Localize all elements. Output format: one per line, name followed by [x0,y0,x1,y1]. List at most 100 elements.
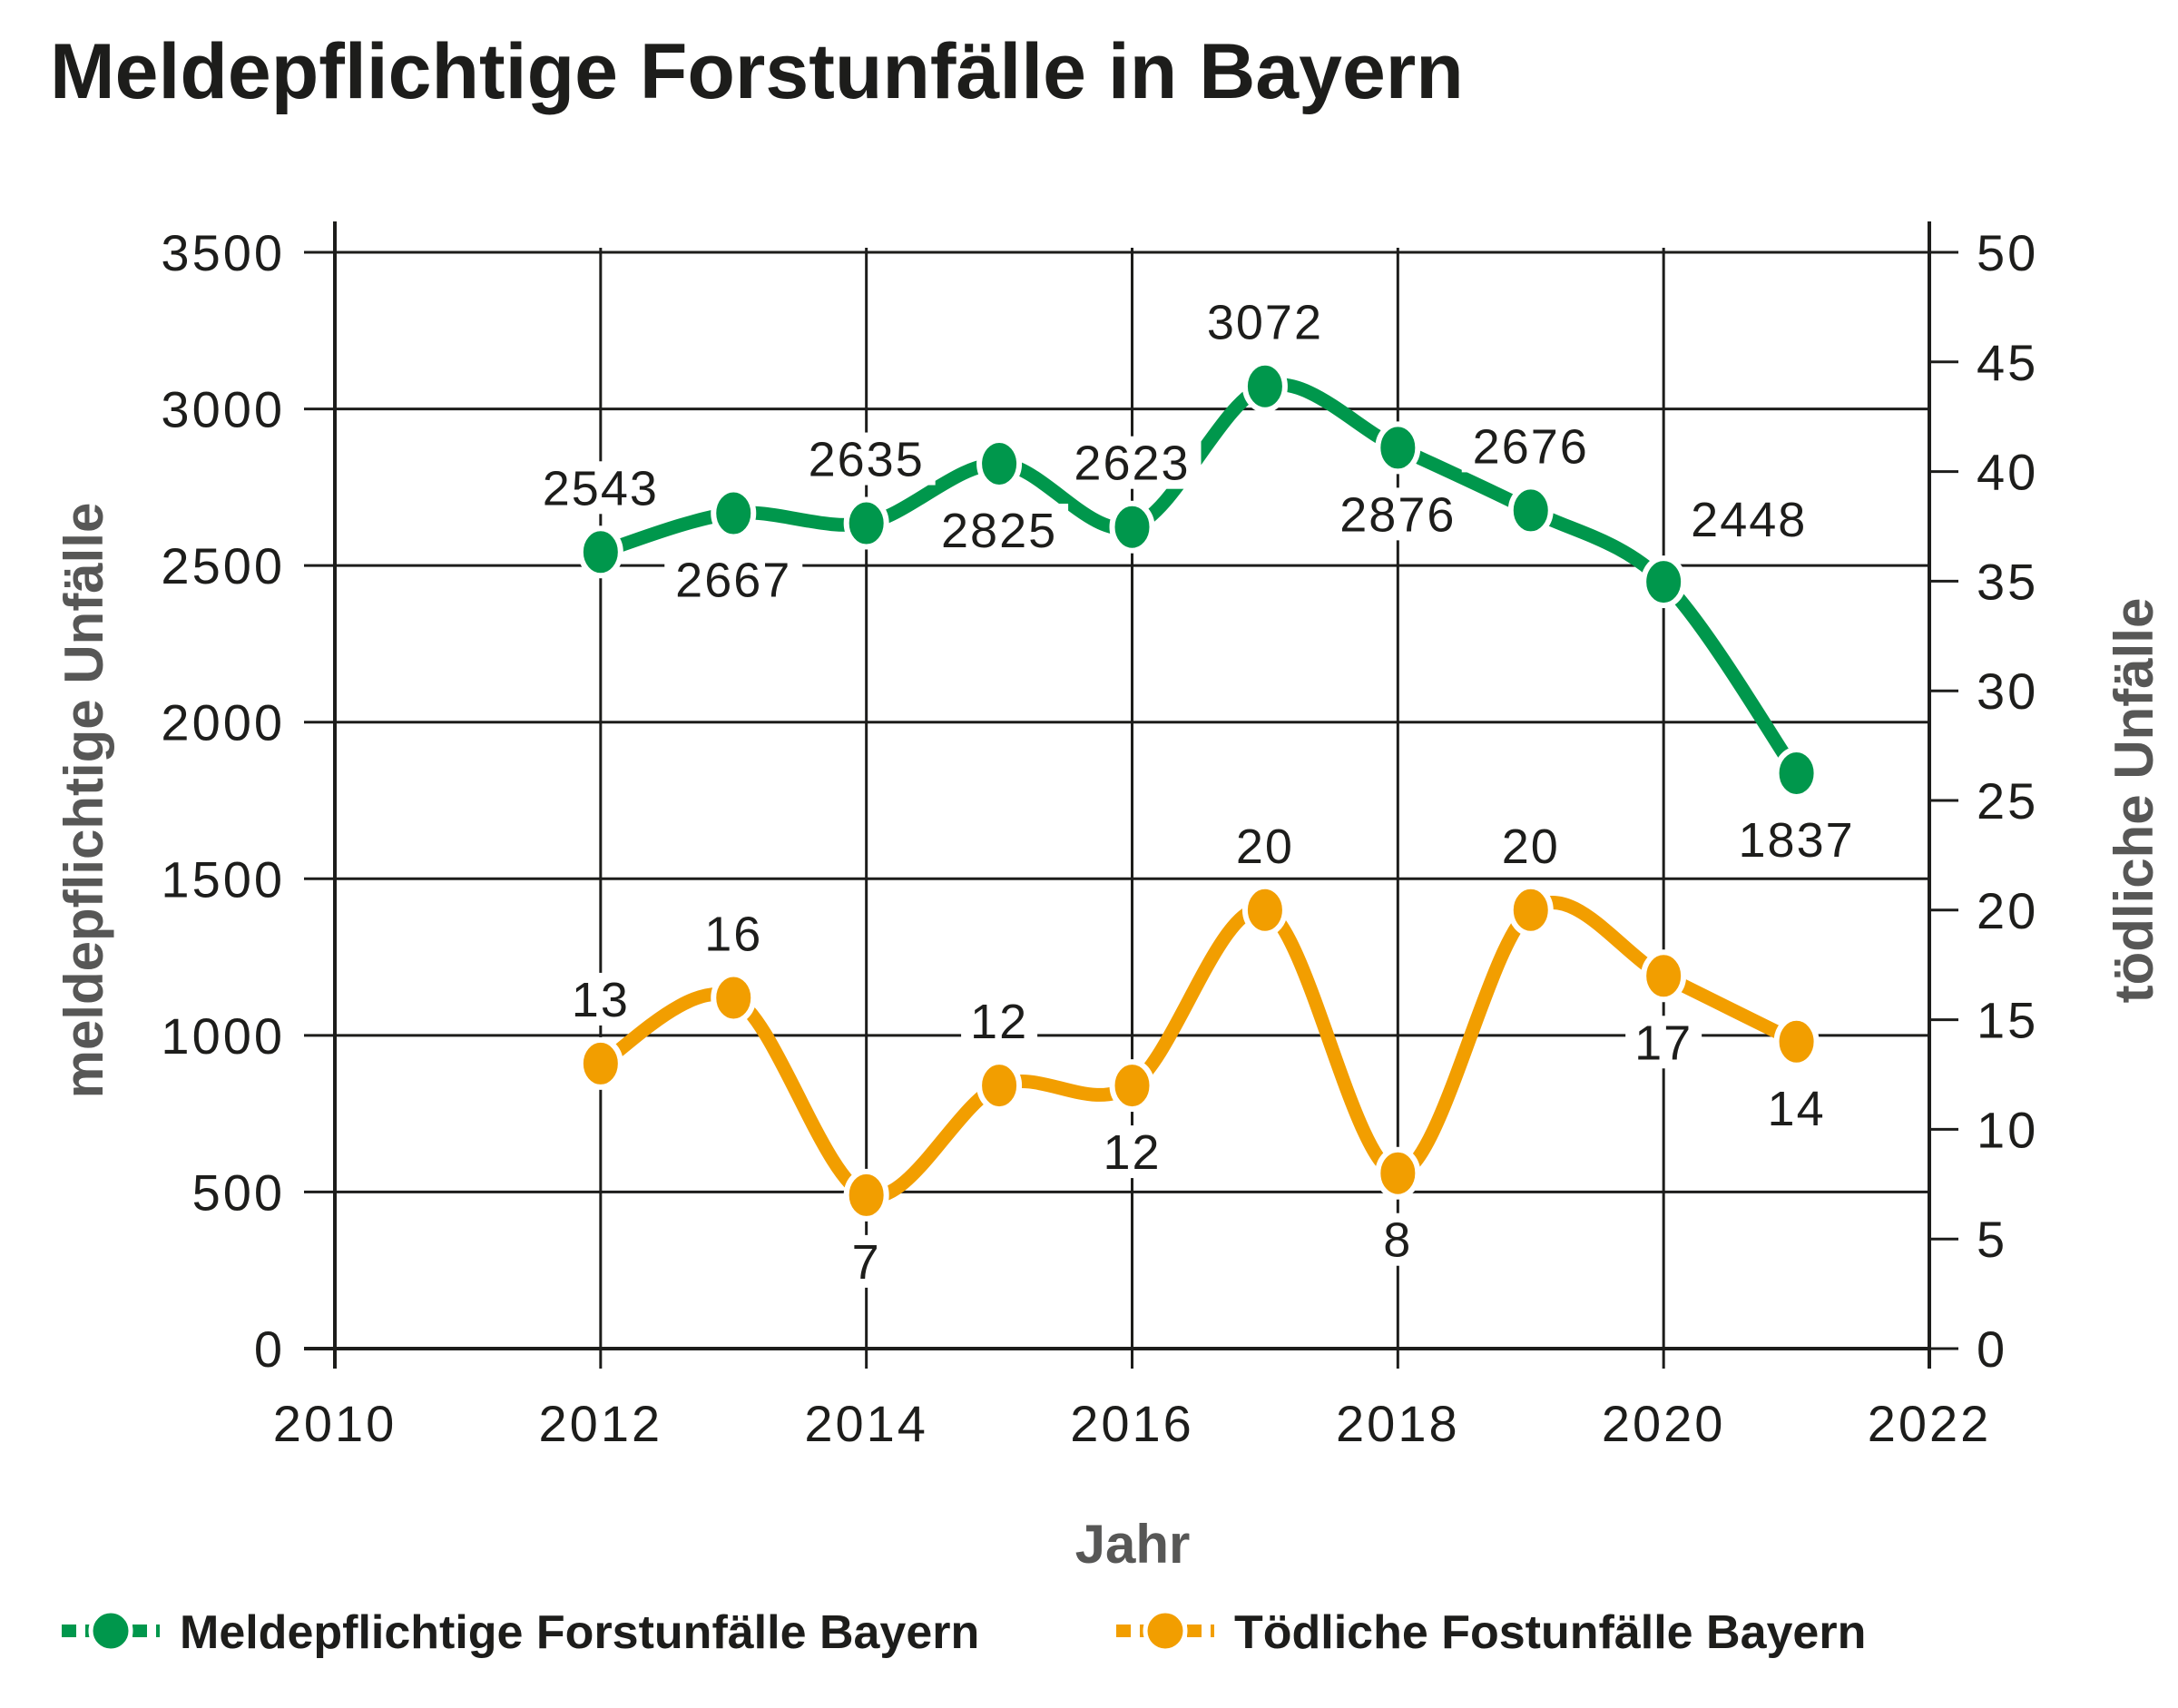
y-axis-title-left: meldepflichtige Unfälle [54,503,114,1099]
data-label: 20 [1236,820,1294,874]
data-label: 2623 [1074,437,1190,491]
legend-item-meldepflichtige[interactable]: Meldepflichtige Forstunfälle Bayern [62,1606,979,1659]
data-label: 2876 [1339,487,1456,542]
data-point-marker [1641,555,1687,609]
y-tick-label-right: 20 [1977,882,2038,939]
x-tick-label: 2014 [804,1395,928,1452]
y-tick-label-left: 3000 [161,381,285,438]
y-tick-label-right: 10 [1977,1101,2038,1158]
data-point-marker [1375,1146,1421,1200]
data-label-background [797,432,936,486]
y-tick-label-right: 30 [1977,663,2038,720]
y-tick-label-left: 1500 [161,850,285,908]
legend-swatch-marker-orange [1143,1608,1188,1654]
data-label-background [1683,493,1822,546]
data-label: 1837 [1739,813,1855,868]
x-tick-label: 2010 [273,1395,397,1452]
data-point-marker [1773,1015,1820,1068]
y-tick-label-left: 1000 [161,1007,285,1065]
data-point-marker [1241,359,1288,413]
y-axis-title-right: tödliche Unfälle [2104,598,2164,1004]
y-tick-label-right: 15 [1977,992,2038,1049]
legend-label-toedliche: Tödliche Fostunfälle Bayern [1234,1606,1866,1659]
series-line-1 [594,896,1804,1203]
data-label-background [664,553,803,606]
data-point-marker [1507,883,1554,937]
data-point-marker [1507,484,1554,537]
data-label-background [1329,487,1467,541]
grid-lines [304,248,1929,1369]
data-label-background [961,995,1038,1048]
legend-swatch-marker-green [88,1608,133,1654]
data-label-background [1226,819,1303,872]
data-label: 13 [572,973,630,1027]
y-tick-label-left: 3500 [161,224,285,281]
data-label: 16 [704,907,762,961]
data-label-background [843,1234,889,1288]
data-label: 20 [1502,820,1560,874]
data-point-marker [843,496,889,550]
x-tick-label: 2016 [1070,1395,1194,1452]
series-line-0 [594,378,1804,780]
data-label-background [1727,812,1866,866]
data-label-background [930,503,1069,556]
legend-label-meldepflichtige: Meldepflichtige Forstunfälle Bayern [180,1606,979,1659]
data-point-marker [1241,883,1288,937]
data-point-marker [1773,746,1820,800]
y-tick-label-left: 2500 [161,537,285,594]
x-tick-label: 2018 [1336,1395,1460,1452]
data-point-marker [1375,421,1421,475]
data-label-background [695,907,772,960]
data-point-marker [711,486,757,540]
data-label-background [1625,1016,1702,1069]
x-tick-label: 2022 [1868,1395,1992,1452]
x-tick-label: 2020 [1602,1395,1726,1452]
legend: Meldepflichtige Forstunfälle Bayern Tödl… [62,1606,1866,1659]
data-labels: 2543 2667 2635 2825 2623 3072 2876 2676 2448 1837… [531,295,1866,1290]
data-point-marker [1109,1059,1155,1113]
y-tick-label-right: 25 [1977,772,2038,829]
y-tick-label-left: 500 [192,1163,285,1221]
data-label-background [531,461,670,515]
data-label: 2635 [809,433,925,487]
data-label: 12 [970,995,1028,1049]
data-label-background [1461,419,1600,473]
data-label-background [562,972,639,1026]
x-tick-label: 2012 [539,1395,663,1452]
y-tick-label-left: 2000 [161,694,285,751]
data-label: 3072 [1207,296,1323,350]
data-point-marker [976,1059,1023,1113]
y-tick-label-right: 35 [1977,553,2038,610]
data-point-marker [1641,949,1687,1003]
data-label: 2676 [1473,419,1589,474]
data-label-background [1094,1125,1171,1179]
data-point-marker [843,1168,889,1222]
y-tick-label-right: 45 [1977,334,2038,391]
chart-title: Meldepflichtige Forstunfälle in Bayern [50,28,1464,115]
data-point-marker [577,1036,623,1090]
data-label-background [1758,1081,1835,1134]
y-tick-label-right: 0 [1977,1320,2007,1378]
data-label: 2543 [543,461,659,515]
data-point-marker [577,525,623,579]
data-point-marker [976,437,1023,490]
data-point-marker [1109,500,1155,554]
series [577,359,1820,1222]
data-label: 17 [1634,1016,1692,1070]
data-label: 7 [852,1235,881,1290]
x-axis-title: Jahr [1075,1514,1191,1575]
data-label: 14 [1768,1082,1826,1136]
data-label: 12 [1103,1125,1161,1180]
data-label-background [1063,436,1202,489]
data-label: 8 [1383,1213,1412,1268]
y-tick-label-right: 5 [1977,1211,2007,1268]
y-tick-label-right: 40 [1977,444,2038,501]
data-label-background [1195,295,1334,348]
data-label-background [1492,819,1569,872]
data-label: 2825 [941,504,1057,558]
legend-item-toedliche[interactable]: Tödliche Fostunfälle Bayern [1116,1606,1866,1659]
data-label-background [1375,1212,1421,1266]
y-tick-label-left: 0 [254,1320,285,1378]
data-label: 2667 [675,554,791,608]
